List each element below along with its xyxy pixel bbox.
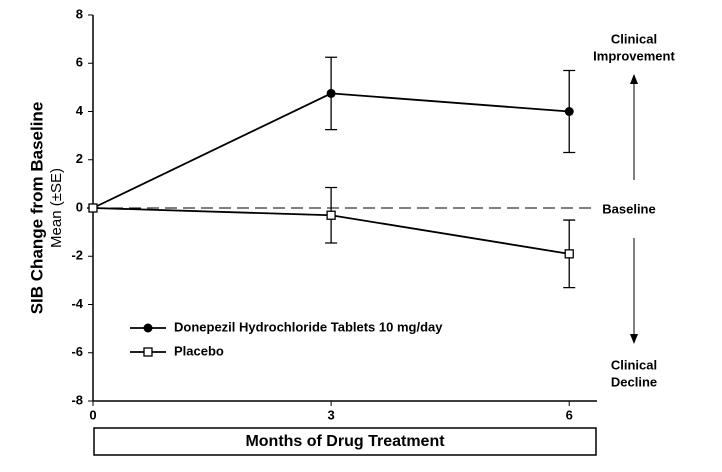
marker [564, 107, 574, 116]
x-tick-label: 3 [327, 407, 334, 422]
y-tick-label: 4 [76, 103, 84, 118]
y-tick-label: 8 [76, 6, 83, 21]
x-tick-label: 0 [89, 407, 96, 422]
marker [326, 210, 336, 220]
y-tick-label: 2 [76, 151, 83, 166]
annotation: Improvement [593, 48, 675, 63]
y-axis-sublabel: Mean (±SE) [48, 168, 65, 248]
x-axis-label: Months of Drug Treatment [245, 433, 445, 450]
y-tick-label: 6 [76, 55, 83, 70]
marker [326, 88, 336, 98]
marker [564, 249, 574, 259]
y-tick-label: -6 [71, 344, 83, 359]
x-tick-label: 6 [566, 407, 573, 422]
annotation: Clinical [611, 31, 657, 46]
annotation: Clinical [611, 357, 657, 372]
legend-marker [143, 323, 153, 333]
annotation: Decline [611, 374, 657, 389]
y-tick-label: -8 [71, 392, 83, 407]
legend-marker [143, 347, 153, 357]
arrow-head [630, 74, 638, 84]
legend-label: Placebo [174, 343, 224, 358]
y-tick-label: 0 [76, 199, 83, 214]
legend-label: Donepezil Hydrochloride Tablets 10 mg/da… [174, 319, 443, 334]
arrow-head [630, 334, 638, 344]
x-label-box [93, 427, 597, 456]
marker [88, 203, 98, 213]
y-tick-label: -2 [71, 248, 83, 263]
annotation: Baseline [602, 201, 655, 216]
y-tick-label: -4 [71, 296, 83, 311]
y-axis-label: SIB Change from Baseline [27, 102, 46, 315]
